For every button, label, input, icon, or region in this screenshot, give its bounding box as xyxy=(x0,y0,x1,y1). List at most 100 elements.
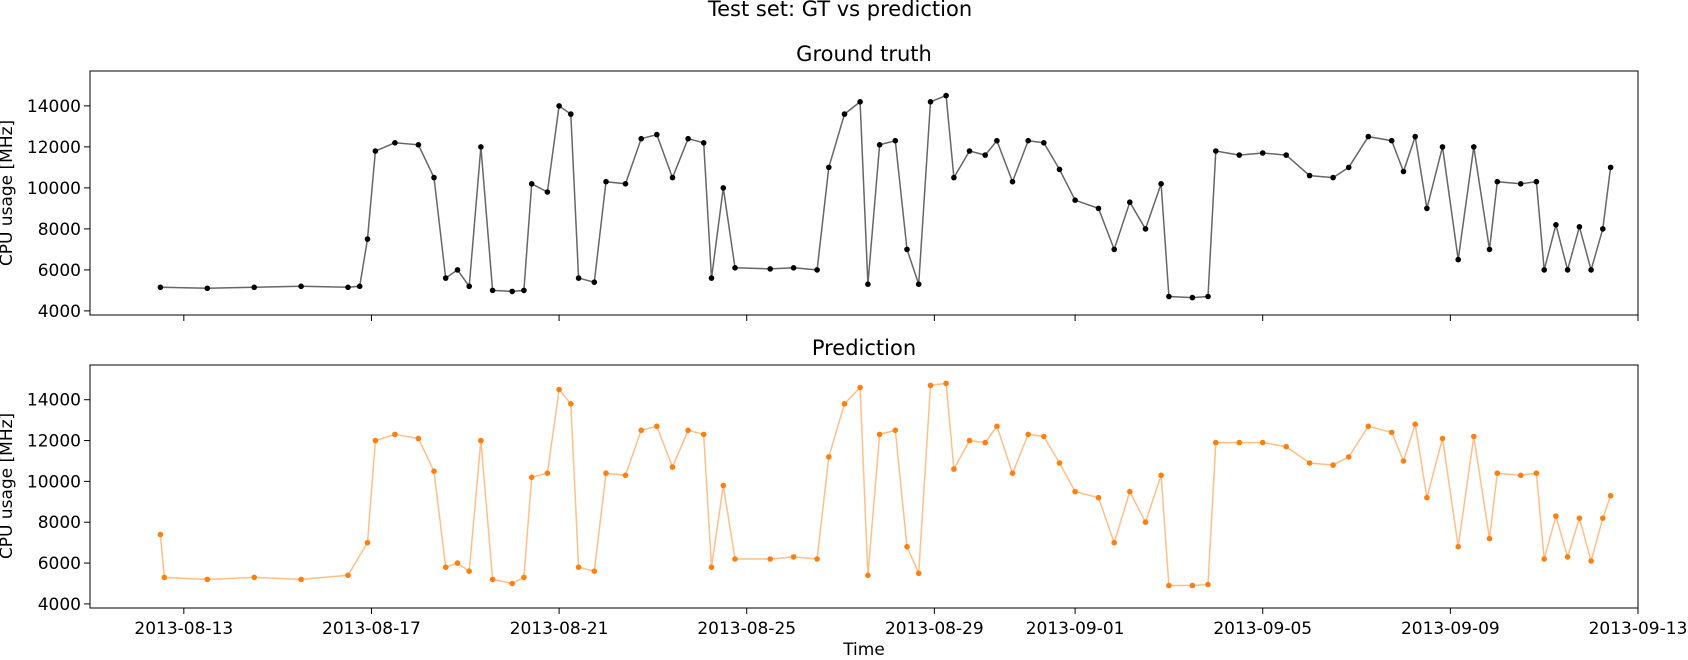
data-point xyxy=(966,437,973,444)
data-point xyxy=(841,401,848,407)
y-tick-label: 10000 xyxy=(27,179,81,199)
data-point xyxy=(1541,267,1547,273)
y-tick-label: 12000 xyxy=(27,432,81,452)
data-point xyxy=(1142,519,1149,525)
data-point xyxy=(720,482,727,489)
data-point xyxy=(568,111,574,117)
data-point xyxy=(1607,492,1614,499)
data-point xyxy=(509,288,515,295)
data-point xyxy=(1388,137,1395,144)
ground-truth-plot-area xyxy=(157,92,1614,301)
data-point xyxy=(876,142,883,148)
data-point xyxy=(732,265,738,271)
data-point xyxy=(521,287,527,294)
data-point xyxy=(790,554,797,560)
data-point xyxy=(1158,472,1164,479)
data-point xyxy=(892,427,899,434)
data-point xyxy=(454,267,461,273)
data-point xyxy=(1041,433,1047,440)
data-point xyxy=(1095,494,1102,501)
x-tick-label: 2013-08-13 xyxy=(134,619,233,639)
data-point xyxy=(556,103,562,109)
ground-truth-x-ticks xyxy=(183,315,1639,321)
data-point xyxy=(876,431,883,438)
data-point xyxy=(1471,144,1477,150)
data-point xyxy=(1166,582,1172,589)
y-tick-label: 14000 xyxy=(27,97,81,117)
data-point xyxy=(521,574,527,581)
data-point xyxy=(1189,582,1196,589)
data-point xyxy=(528,181,535,187)
data-point xyxy=(1439,144,1446,150)
x-tick-label: 2013-08-29 xyxy=(885,619,984,639)
data-point xyxy=(1205,581,1211,588)
data-point xyxy=(1330,462,1336,468)
y-tick-label: 8000 xyxy=(38,513,81,533)
data-point xyxy=(298,576,304,583)
data-point xyxy=(622,472,629,479)
data-point xyxy=(489,287,496,294)
prediction-x-ticks: 2013-08-13 2013-08-17 2013-08-21 2013-08-25… xyxy=(134,608,1687,639)
y-tick-label: 12000 xyxy=(27,138,81,158)
data-point xyxy=(1388,429,1395,436)
data-point xyxy=(161,574,168,581)
data-point xyxy=(1009,470,1016,477)
data-point xyxy=(157,531,164,538)
data-point xyxy=(431,174,437,181)
data-point xyxy=(708,275,715,281)
data-point xyxy=(392,431,398,438)
data-point xyxy=(994,423,1000,430)
data-point xyxy=(1424,205,1430,212)
data-point xyxy=(345,284,351,291)
data-point xyxy=(685,427,691,434)
data-point xyxy=(1494,178,1501,185)
data-point xyxy=(951,466,957,472)
data-point xyxy=(767,266,773,272)
data-point xyxy=(478,437,484,444)
data-point xyxy=(638,135,644,142)
data-point xyxy=(654,423,660,430)
data-point xyxy=(1166,293,1172,300)
data-point xyxy=(1306,172,1313,179)
data-point xyxy=(1142,226,1149,232)
data-point xyxy=(904,246,910,253)
data-point xyxy=(1213,439,1219,446)
data-point xyxy=(654,131,660,138)
data-point xyxy=(1056,166,1063,173)
data-point xyxy=(1494,470,1501,477)
y-tick-label: 14000 xyxy=(27,391,81,411)
data-point xyxy=(943,92,949,99)
data-point xyxy=(466,568,473,574)
data-point xyxy=(622,181,629,187)
data-point xyxy=(1400,168,1407,175)
data-point xyxy=(454,560,461,566)
data-point xyxy=(1517,472,1524,479)
data-point xyxy=(298,283,304,290)
prediction-panel: Prediction CPU usage [MHz] 4000 6000 8000 1… xyxy=(0,336,1687,639)
data-point xyxy=(1111,539,1117,546)
data-point xyxy=(1236,152,1243,158)
data-point xyxy=(1306,460,1313,466)
data-point xyxy=(708,564,715,570)
data-point xyxy=(826,164,832,171)
data-point xyxy=(915,570,922,577)
data-point xyxy=(1009,178,1016,185)
data-point xyxy=(1553,513,1559,519)
data-point xyxy=(915,281,922,288)
data-point xyxy=(720,185,727,191)
data-point xyxy=(603,178,609,185)
data-point xyxy=(700,431,707,438)
data-point xyxy=(1111,246,1117,253)
data-point xyxy=(1236,439,1243,446)
data-point xyxy=(669,464,676,470)
data-point xyxy=(591,279,598,286)
data-point xyxy=(1365,133,1372,140)
x-tick-label: 2013-09-01 xyxy=(1026,619,1125,639)
data-point xyxy=(892,137,899,144)
data-point xyxy=(1365,423,1372,430)
data-point xyxy=(1588,558,1594,564)
data-point xyxy=(865,281,871,288)
data-point xyxy=(251,574,257,581)
prediction-y-axis-label: CPU usage [MHz] xyxy=(0,413,17,559)
